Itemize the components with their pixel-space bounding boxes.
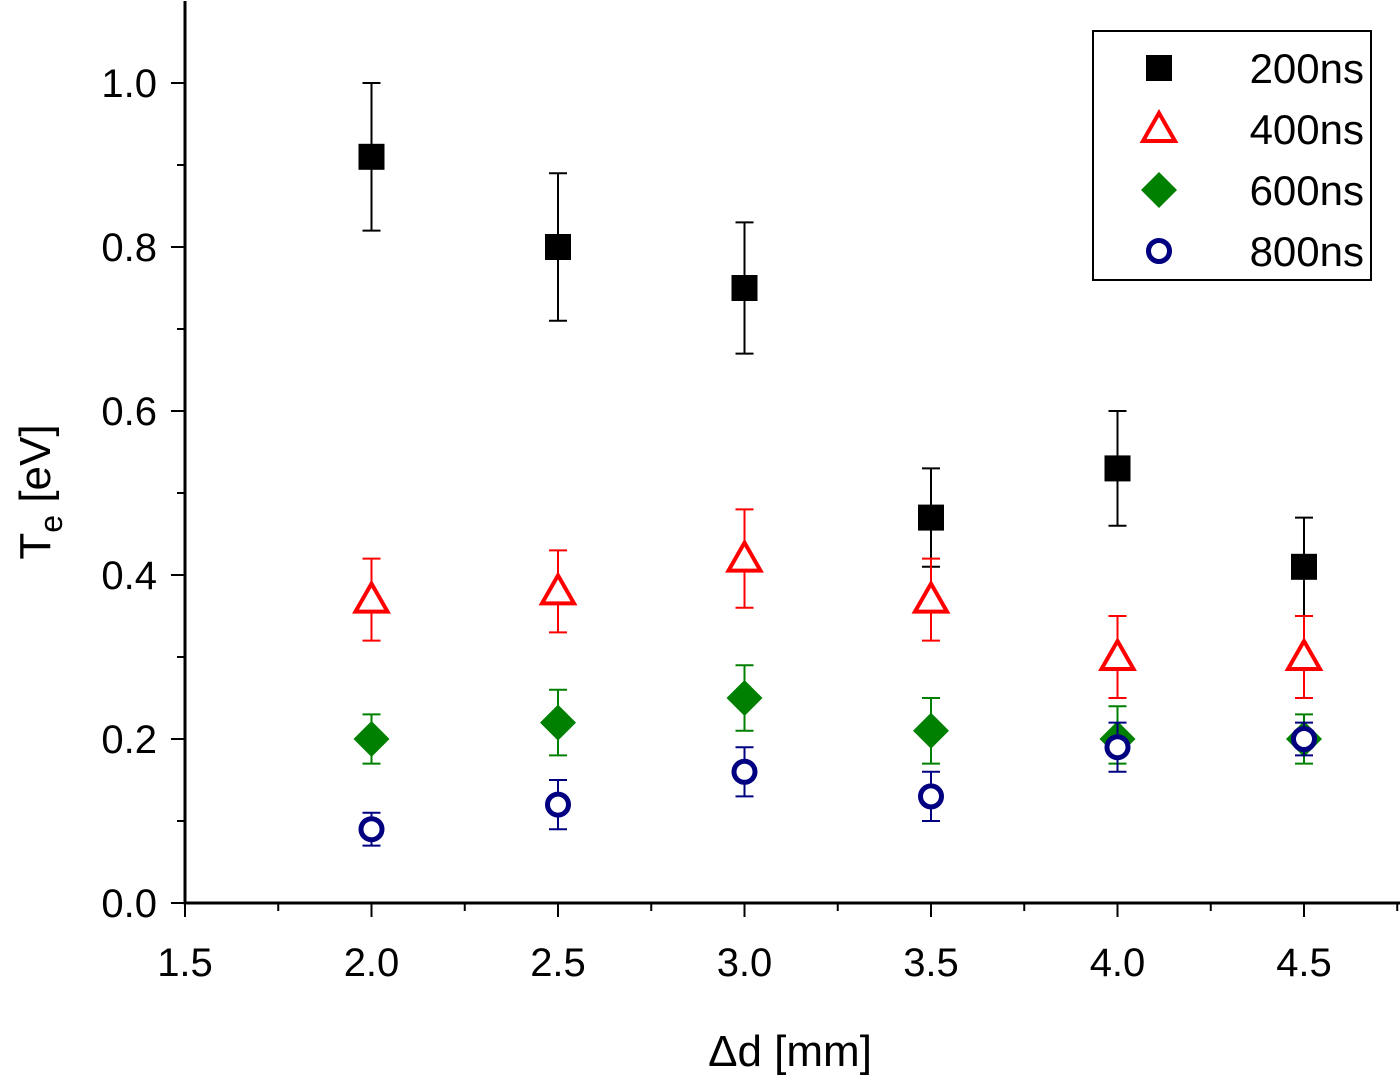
- data-point: [545, 234, 571, 260]
- y-tick-label: 0.4: [101, 554, 157, 598]
- data-point: [358, 816, 385, 843]
- y-axis-title-suffix: [eV]: [11, 424, 60, 515]
- x-tick-label: 4.5: [1276, 941, 1332, 985]
- data-point: [726, 680, 763, 716]
- data-series: [352, 82, 1324, 847]
- data-point: [918, 783, 944, 810]
- axes: [183, 0, 1400, 905]
- legend-marker-800ns: [1146, 238, 1172, 264]
- x-tick-label: 3.0: [717, 941, 773, 985]
- legend-marker-200ns: [1146, 55, 1172, 81]
- data-point: [911, 579, 951, 614]
- data-point: [358, 143, 385, 170]
- y-tick-label: 1.0: [101, 62, 157, 106]
- legend-label: 600ns: [1250, 167, 1364, 214]
- legend-label: 200ns: [1250, 45, 1364, 92]
- x-tick-label: 4.0: [1090, 941, 1146, 985]
- data-point: [1104, 734, 1131, 761]
- y-tick-label: 0.8: [101, 226, 157, 270]
- y-axis-title-main: T: [11, 533, 60, 560]
- data-point: [1291, 726, 1317, 752]
- data-point: [918, 504, 944, 531]
- x-tick-label: 2.5: [530, 941, 586, 985]
- data-point: [538, 571, 578, 606]
- data-point: [725, 538, 764, 573]
- series-600ns: [353, 664, 1322, 765]
- data-point: [731, 275, 758, 301]
- data-point: [353, 721, 390, 757]
- data-point: [1291, 553, 1317, 580]
- y-axis-title-subscript: e: [33, 515, 69, 533]
- y-tick-label: 0.2: [101, 718, 157, 762]
- legend: 200ns 400ns 600ns 800ns: [1092, 30, 1372, 281]
- legend-label: 800ns: [1250, 228, 1364, 275]
- legend-marker-400ns: [1139, 108, 1179, 143]
- legend-box: [1092, 30, 1372, 281]
- legend-label: 400ns: [1250, 106, 1364, 153]
- x-axis-title: Δd [mm]: [708, 1027, 872, 1076]
- data-point: [352, 579, 391, 614]
- data-point: [1284, 636, 1324, 671]
- y-axis-ticks: 0.0 0.2 0.4 0.6 0.8 1.0: [101, 62, 185, 926]
- series-400ns: [352, 508, 1324, 699]
- data-point: [731, 758, 758, 785]
- y-tick-label: 0.6: [101, 390, 157, 434]
- data-point: [1098, 636, 1137, 671]
- y-axis-title: Te [eV]: [11, 424, 69, 559]
- x-axis-ticks: 1.5 2.0 2.5 3.0 3.5 4.0 4.5: [157, 903, 1399, 985]
- x-tick-label: 1.5: [157, 941, 213, 985]
- data-point: [1104, 455, 1131, 482]
- y-tick-label: 0.0: [101, 882, 157, 926]
- series-200ns: [358, 82, 1317, 617]
- x-tick-label: 3.5: [903, 941, 959, 985]
- data-point: [545, 791, 571, 818]
- data-point: [540, 704, 576, 741]
- series-800ns: [358, 721, 1317, 847]
- data-point: [913, 712, 949, 749]
- x-tick-label: 2.0: [344, 941, 400, 985]
- legend-marker-600ns: [1141, 172, 1177, 208]
